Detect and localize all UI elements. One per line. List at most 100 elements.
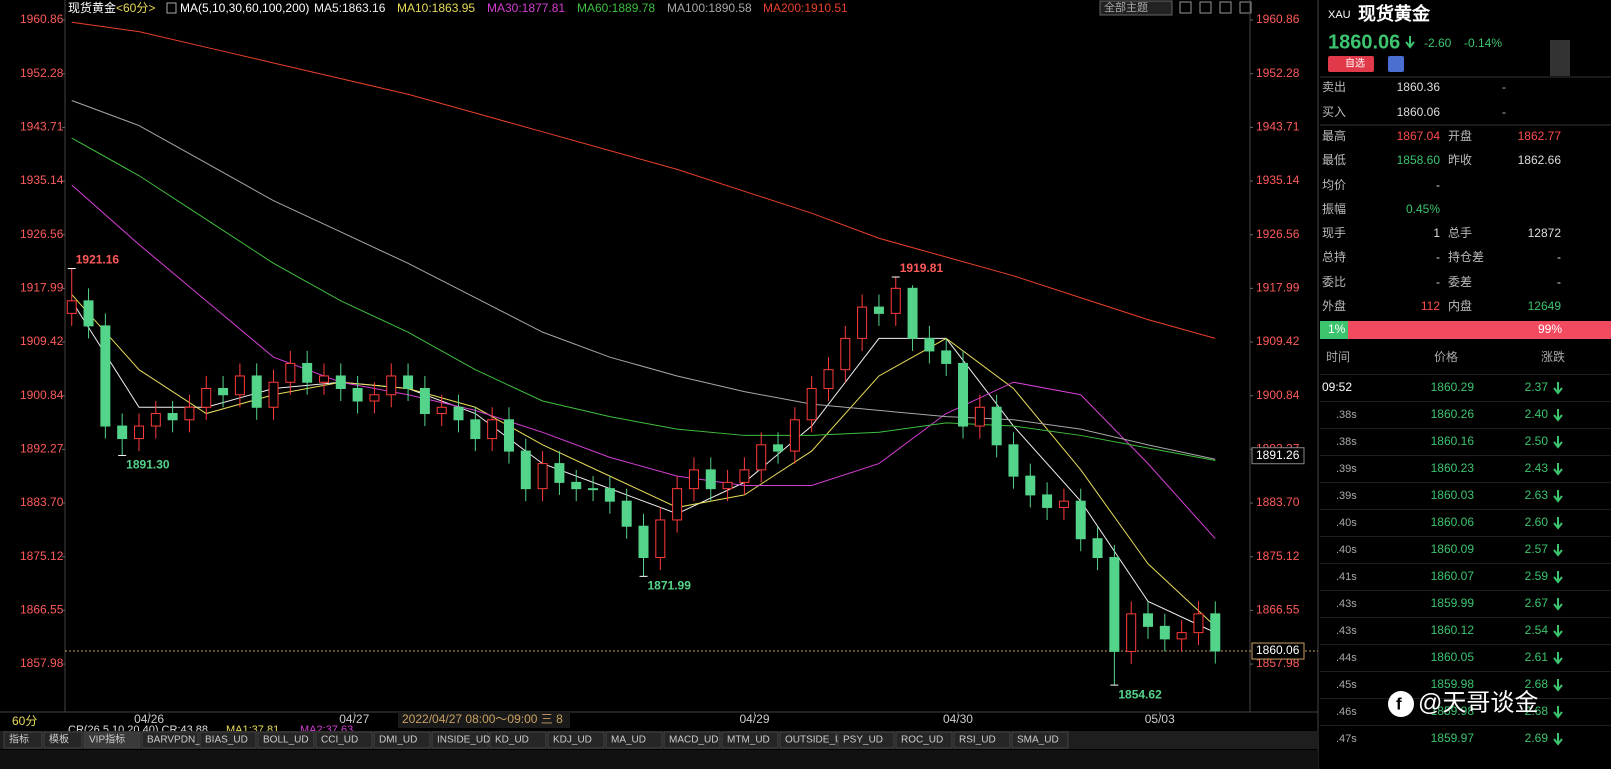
trade-arrow: [1553, 652, 1563, 665]
y-tick-label: 1952.28: [20, 66, 64, 80]
tab[interactable]: [547, 731, 605, 749]
tab[interactable]: [141, 731, 199, 749]
alert-button[interactable]: [1388, 56, 1404, 72]
candle-body: [537, 463, 548, 490]
candle-body: [974, 406, 985, 427]
candle-body: [958, 362, 969, 427]
tab-label[interactable]: KD_UD: [495, 735, 529, 746]
candle-body: [285, 362, 296, 383]
candle-body: [1143, 613, 1154, 627]
candle-body: [352, 387, 363, 402]
quote-value: 0.45%: [1406, 202, 1440, 216]
ma-label: MA5:1863.16: [314, 1, 386, 15]
tab-label[interactable]: OUTSIDE_UD: [785, 735, 849, 746]
trade-change: 2.69: [1525, 731, 1549, 745]
tab-label[interactable]: PSY_UD: [843, 735, 883, 746]
tab-label[interactable]: MACD_UD: [669, 735, 718, 746]
candle-body: [133, 425, 144, 440]
quote-value: -: [1557, 250, 1561, 264]
candle-body: [588, 488, 599, 491]
trade-price: 1860.16: [1431, 434, 1475, 448]
theme-label[interactable]: 全部主题: [1104, 0, 1148, 14]
trade-header: 涨跌: [1541, 349, 1565, 364]
tab[interactable]: [489, 731, 547, 749]
tab[interactable]: [199, 731, 257, 749]
candle-body: [1126, 613, 1137, 652]
trade-time: .46s: [1336, 706, 1357, 718]
x-tick-label: 04/26: [134, 712, 164, 726]
tooltip: 2022/04/27 08:00～09:00 三 8: [402, 712, 563, 726]
tab[interactable]: [779, 731, 837, 749]
quote-value: -: [1436, 178, 1440, 192]
tab-label[interactable]: SMA_UD: [1017, 735, 1059, 746]
tab[interactable]: [43, 731, 83, 749]
candle-body: [453, 406, 464, 421]
candle-body: [251, 375, 262, 408]
tab-label[interactable]: BOLL_UD: [263, 735, 309, 746]
trade-time: .43s: [1336, 625, 1357, 637]
tab-label[interactable]: 指标: [9, 733, 29, 746]
tab-label[interactable]: BARVPDN_UD: [147, 735, 215, 746]
quote-label: 总持: [1322, 249, 1346, 264]
trade-price: 1859.99: [1431, 596, 1475, 610]
overlay-period: 60分: [12, 714, 37, 728]
tab-label[interactable]: RSI_UD: [959, 735, 996, 746]
tab[interactable]: [431, 731, 489, 749]
trade-arrow: [1553, 517, 1563, 530]
quote-label: 外盘: [1322, 298, 1346, 313]
tab[interactable]: [663, 731, 721, 749]
ma-label: MA60:1889.78: [577, 1, 655, 15]
y-tick-label-right: 1875.12: [1256, 549, 1300, 563]
tab-label[interactable]: BIAS_UD: [205, 735, 248, 746]
trade-arrow: [1553, 598, 1563, 611]
y-tick-label: 1875.12: [20, 549, 64, 563]
candle-body: [100, 325, 111, 427]
trade-change: 2.40: [1525, 407, 1549, 421]
tab-label[interactable]: CCI_UD: [321, 735, 358, 746]
tab[interactable]: [721, 731, 779, 749]
tab[interactable]: [605, 731, 663, 749]
panel-toggle[interactable]: [1550, 40, 1570, 76]
candle-body: [890, 287, 901, 314]
candle-body: [857, 306, 868, 339]
trade-arrow: [1553, 679, 1563, 692]
tab[interactable]: [953, 731, 1011, 749]
tab[interactable]: [3, 731, 43, 749]
candle-body: [554, 463, 565, 483]
tab-label[interactable]: ROC_UD: [901, 735, 943, 746]
quote-label: 买入: [1322, 105, 1346, 119]
tab-label[interactable]: VIP指标: [89, 733, 125, 746]
watch-label[interactable]: 自选: [1345, 57, 1365, 70]
tab-label[interactable]: MTM_UD: [727, 735, 770, 746]
tab[interactable]: [83, 731, 141, 749]
tab-label[interactable]: INSIDE_UD: [437, 735, 490, 746]
trade-time: .41s: [1336, 571, 1357, 583]
watch-button[interactable]: [1328, 56, 1374, 72]
tab-label[interactable]: 模板: [49, 733, 69, 746]
candle-body: [722, 481, 733, 490]
tab[interactable]: [837, 731, 895, 749]
tab[interactable]: [257, 731, 315, 749]
tab-label[interactable]: DMI_UD: [379, 735, 417, 746]
y-tick-label: 1935.14: [20, 173, 64, 187]
candle-body: [83, 300, 94, 327]
price-marker-box: [1251, 447, 1305, 465]
tab[interactable]: [895, 731, 953, 749]
y-tick-label: 1926.56: [20, 227, 64, 241]
window-icons[interactable]: [1179, 1, 1252, 14]
ma-line: [71, 100, 1216, 460]
y-tick-label-right: 1935.14: [1256, 173, 1300, 187]
tab-label[interactable]: KDJ_UD: [553, 735, 592, 746]
trade-arrow: [1553, 733, 1563, 746]
candle-body: [672, 488, 683, 521]
tab[interactable]: [373, 731, 431, 749]
trade-arrow: [1553, 706, 1563, 719]
tab[interactable]: [315, 731, 373, 749]
candle-body: [688, 469, 699, 490]
panel-change: -2.60: [1424, 36, 1452, 50]
trade-change: 2.68: [1525, 677, 1549, 691]
tab-label[interactable]: MA_UD: [611, 735, 646, 746]
theme-select[interactable]: [1099, 0, 1173, 16]
tab[interactable]: [1011, 731, 1069, 749]
